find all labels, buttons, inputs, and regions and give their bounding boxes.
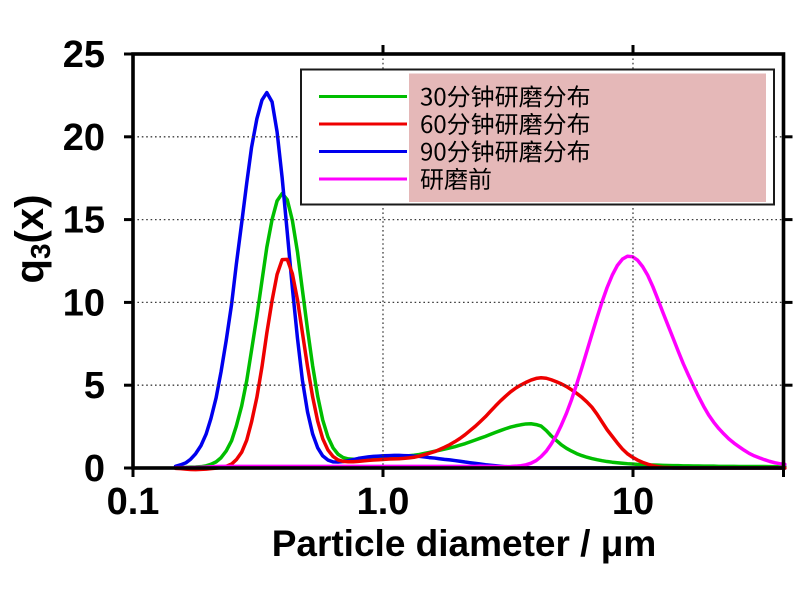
legend: 30分钟研磨分布 60分钟研磨分布 90分钟研磨分布研磨前 — [300, 68, 775, 206]
y-tick-labels: 0 5 10 15 20 25 — [63, 34, 105, 490]
x-tick-label: 10 — [612, 481, 654, 523]
x-axis-title: Particle diameter / μm — [272, 523, 657, 564]
y-tick-label: 20 — [63, 117, 105, 159]
y-tick-label: 15 — [63, 200, 105, 242]
y-tick-label: 10 — [63, 282, 105, 324]
legend-items: 30分钟研磨分布 60分钟研磨分布 90分钟研磨分布研磨前 — [319, 85, 590, 190]
x-tick-labels: 0.1 1.0 10 — [107, 481, 655, 523]
legend-item: 研磨前 — [319, 167, 491, 190]
ticks-layer — [124, 45, 793, 477]
curve-30min-grinding — [173, 191, 787, 470]
x-tick-label: 1.0 — [357, 481, 410, 523]
legend-item: 90分钟研磨分布 — [319, 140, 590, 163]
legend-item: 30分钟研磨分布 — [319, 85, 590, 108]
y-tick-label: 5 — [84, 365, 105, 407]
legend-highlight-overlay — [409, 73, 766, 202]
y-tick-label: 25 — [63, 34, 105, 76]
y-axis-title: q3(x) — [8, 195, 56, 284]
axis-frame — [131, 52, 786, 470]
svg-text:q3(x): q3(x) — [8, 195, 56, 284]
y-tick-label: 0 — [84, 448, 105, 490]
legend-item: 60分钟研磨分布 — [319, 112, 590, 135]
x-tick-label: 0.1 — [107, 481, 160, 523]
